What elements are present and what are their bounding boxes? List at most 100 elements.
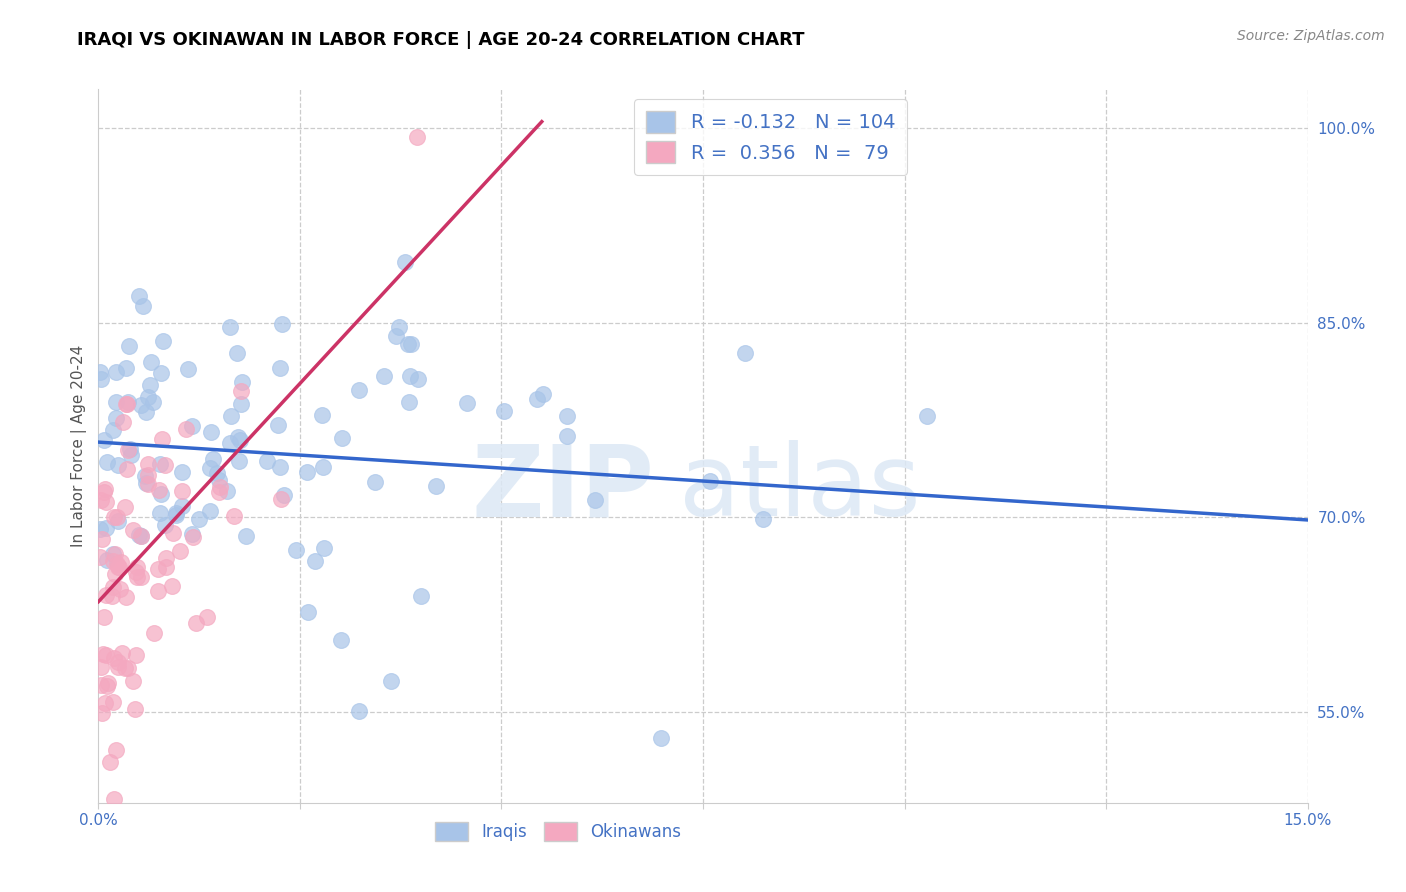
Point	[388, 320, 411, 334]
Text: Source: ZipAtlas.com: Source: ZipAtlas.com	[1237, 29, 1385, 43]
Point	[118, 442, 141, 457]
Point	[526, 392, 548, 407]
Point	[101, 423, 124, 437]
Point	[101, 580, 124, 594]
Point	[228, 453, 250, 467]
Point	[132, 299, 155, 313]
Point	[396, 337, 419, 351]
Point	[165, 506, 187, 520]
Point	[699, 475, 721, 489]
Point	[555, 409, 578, 423]
Point	[583, 493, 606, 508]
Point	[90, 371, 112, 385]
Point	[226, 430, 249, 444]
Point	[93, 484, 115, 499]
Point	[125, 565, 148, 579]
Point	[148, 583, 170, 598]
Point	[128, 528, 150, 542]
Point	[101, 695, 124, 709]
Point	[90, 533, 112, 547]
Point	[138, 476, 160, 491]
Text: ZIP: ZIP	[472, 441, 655, 537]
Point	[107, 660, 129, 674]
Point	[202, 452, 225, 467]
Point	[181, 530, 204, 544]
Point	[195, 610, 218, 624]
Point	[136, 467, 159, 482]
Point	[297, 605, 319, 619]
Point	[314, 541, 336, 555]
Point	[136, 390, 159, 404]
Point	[136, 457, 159, 471]
Point	[235, 529, 257, 543]
Point	[107, 458, 129, 472]
Point	[90, 677, 112, 691]
Point	[91, 647, 114, 661]
Point	[120, 448, 142, 462]
Point	[150, 487, 173, 501]
Point	[153, 517, 176, 532]
Point	[89, 365, 111, 379]
Point	[90, 660, 112, 674]
Point	[150, 366, 173, 380]
Point	[105, 394, 128, 409]
Point	[131, 529, 153, 543]
Point	[107, 559, 129, 574]
Point	[112, 415, 135, 429]
Point	[162, 525, 184, 540]
Point	[107, 655, 129, 669]
Point	[219, 409, 242, 423]
Point	[89, 549, 111, 564]
Point	[494, 404, 516, 418]
Point	[146, 562, 169, 576]
Point	[103, 651, 125, 665]
Point	[96, 679, 118, 693]
Point	[406, 130, 429, 145]
Point	[124, 702, 146, 716]
Point	[125, 560, 148, 574]
Point	[94, 494, 117, 508]
Point	[226, 346, 249, 360]
Point	[385, 329, 408, 343]
Point	[122, 523, 145, 537]
Point	[103, 510, 125, 524]
Point	[224, 509, 246, 524]
Point	[115, 397, 138, 411]
Point	[329, 632, 352, 647]
Point	[312, 460, 335, 475]
Point	[155, 560, 177, 574]
Point	[121, 673, 143, 688]
Point	[347, 384, 370, 398]
Point	[229, 384, 252, 398]
Point	[217, 484, 239, 499]
Point	[394, 255, 416, 269]
Point	[162, 579, 184, 593]
Point	[271, 317, 294, 331]
Point	[110, 555, 132, 569]
Point	[330, 431, 353, 445]
Point	[295, 465, 318, 479]
Point	[406, 371, 429, 385]
Point	[117, 661, 139, 675]
Point	[96, 553, 118, 567]
Point	[219, 319, 242, 334]
Point	[110, 582, 132, 596]
Point	[114, 590, 136, 604]
Point	[90, 493, 112, 508]
Point	[205, 467, 228, 481]
Text: IRAQI VS OKINAWAN IN LABOR FORCE | AGE 20-24 CORRELATION CHART: IRAQI VS OKINAWAN IN LABOR FORCE | AGE 2…	[77, 31, 804, 49]
Point	[105, 510, 128, 524]
Point	[97, 676, 120, 690]
Point	[169, 543, 191, 558]
Point	[152, 334, 174, 349]
Point	[125, 648, 148, 663]
Point	[117, 443, 139, 458]
Point	[165, 508, 187, 522]
Point	[269, 460, 291, 475]
Point	[101, 547, 124, 561]
Point	[139, 355, 162, 369]
Point	[209, 479, 232, 493]
Point	[531, 387, 554, 401]
Point	[103, 792, 125, 806]
Point	[125, 569, 148, 583]
